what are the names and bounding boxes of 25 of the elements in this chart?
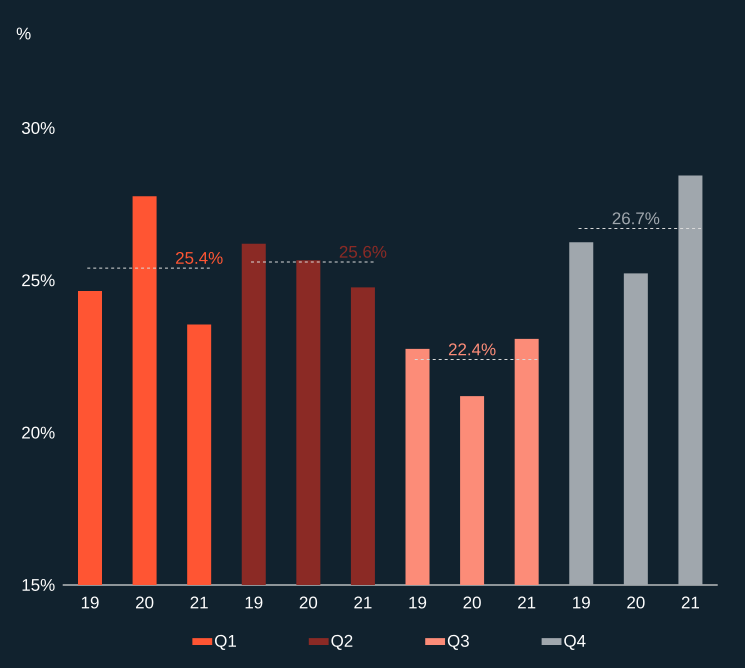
legend-label: Q1 (215, 634, 236, 650)
y-axis-title: % (16, 28, 31, 40)
x-tick-label: 19 (82, 596, 99, 609)
x-tick-label: 21 (518, 596, 536, 608)
x-tick-label: 21 (190, 596, 208, 608)
x-tick-label: 20 (136, 596, 154, 609)
legend-label: Q4 (564, 634, 586, 650)
x-tick-label: 20 (627, 596, 645, 609)
y-tick-label: 15% (22, 579, 55, 591)
x-tick-label: 21 (682, 596, 700, 608)
y-tick-label: 20% (22, 426, 55, 439)
x-tick-label: 19 (409, 596, 426, 609)
ref-line-label: 25.6% (340, 246, 386, 258)
ref-line-label: 26.7% (612, 212, 660, 224)
x-tick-label: 19 (246, 596, 262, 609)
x-tick-label: 21 (354, 596, 372, 608)
x-tick-label: 20 (300, 596, 318, 609)
ref-line-label: 22.4% (448, 343, 496, 356)
x-tick-label: 20 (464, 596, 481, 609)
y-tick-label: 30% (22, 122, 55, 134)
legend-label: Q2 (331, 634, 352, 650)
y-tick-label: 25% (22, 274, 55, 286)
x-tick-label: 19 (573, 596, 590, 609)
ref-line-label: 25.4% (176, 252, 223, 264)
legend-label: Q3 (448, 634, 469, 650)
